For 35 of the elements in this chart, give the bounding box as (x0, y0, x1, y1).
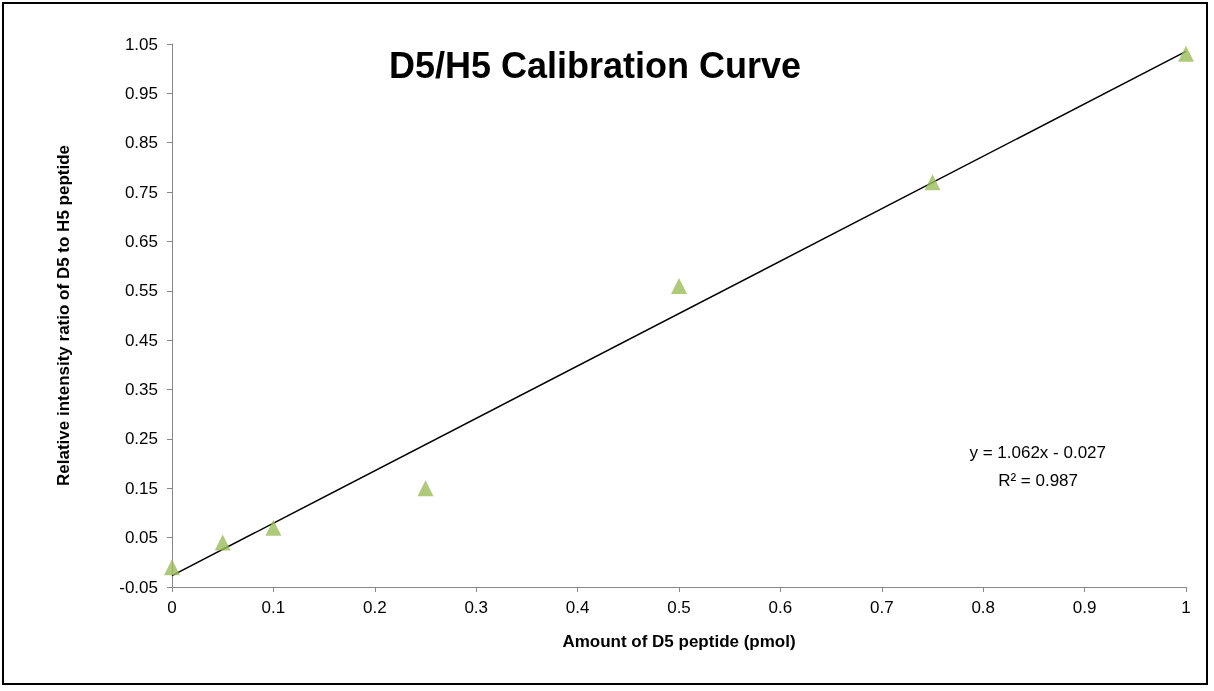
x-tick-label: 0.6 (768, 598, 793, 617)
x-tick-label: 0.2 (362, 598, 387, 617)
y-axis-title: Relative intensity ratio of D5 to H5 peptide (54, 144, 73, 487)
annotation: y = 1.062x - 0.027 (969, 443, 1107, 462)
y-tick-label: 0.35 (124, 380, 158, 400)
point (417, 480, 434, 497)
x-tick-label: 0.7 (869, 598, 894, 617)
x-tick-label: 0.1 (261, 598, 286, 617)
x-tick-label: 0 (167, 598, 177, 617)
y-tick-label: 0.25 (124, 429, 158, 449)
y-tick-label: -0.05 (119, 577, 158, 597)
x-tick-label: 0.9 (1072, 598, 1097, 617)
y-tick-label: 0.85 (124, 133, 158, 153)
annotation: R² = 0.987 (998, 471, 1078, 490)
x-tick-label: 0.3 (464, 598, 489, 617)
x-tick-label: 0.4 (565, 598, 590, 617)
x-tick-label: 1 (1181, 598, 1191, 617)
y-tick-label: 0.95 (124, 83, 158, 103)
y-tick-label: 0.45 (124, 330, 158, 350)
x-axis-title: Amount of D5 peptide (pmol) (562, 632, 796, 651)
y-tick-label: 0.05 (124, 528, 158, 548)
chart-title: D5/H5 Calibration Curve (389, 44, 802, 86)
y-tick-label: 0.75 (124, 182, 158, 202)
y-tick-label: 1.05 (124, 34, 158, 54)
point (265, 519, 282, 536)
point (671, 277, 687, 294)
point (1178, 45, 1194, 62)
x-tick-label: 0.8 (971, 598, 996, 617)
x-tick-label: 0.5 (667, 598, 691, 617)
y-tick-label: 0.15 (124, 478, 158, 498)
y-tick-label: 0.55 (124, 281, 158, 301)
point (164, 559, 180, 576)
point (924, 174, 941, 191)
point (214, 534, 231, 551)
y-tick-label: 0.65 (124, 231, 158, 251)
